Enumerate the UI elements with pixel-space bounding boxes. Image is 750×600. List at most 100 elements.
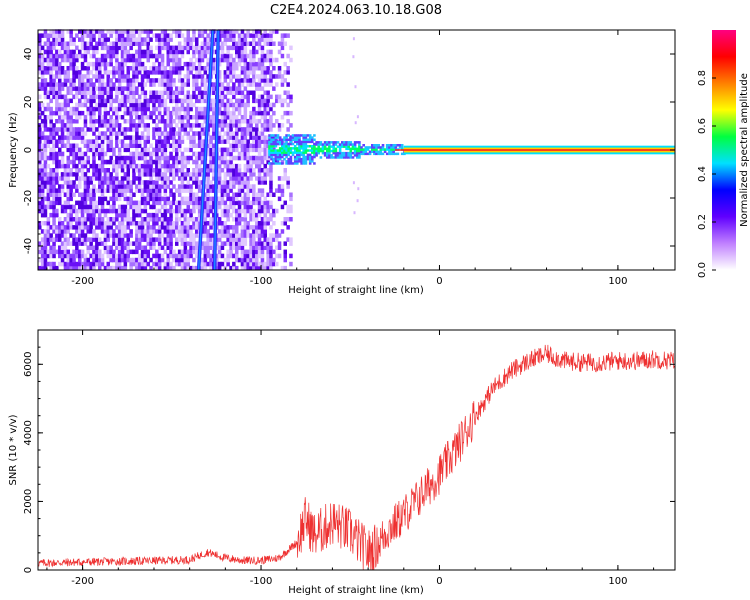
spectrogram-cell: [255, 98, 259, 104]
spectrogram-cell: [354, 121, 357, 125]
spectrogram-cell: [120, 184, 125, 189]
spectrogram-cell: [92, 115, 96, 120]
spectrogram-cell: [246, 163, 250, 169]
spectrogram-cell: [103, 131, 108, 136]
spectrogram-cell: [266, 37, 270, 42]
spectrogram-cell: [235, 147, 239, 153]
spectrogram-cell: [212, 168, 216, 173]
spectrogram-signal-cell: [371, 144, 374, 147]
spectrogram-cell: [166, 123, 170, 128]
spectrogram-cell: [257, 45, 262, 51]
spectrogram-cell: [80, 241, 85, 246]
spectrogram-signal-cell: [296, 149, 299, 152]
spectrogram-cell: [175, 261, 179, 267]
spectrogram-cell: [98, 184, 102, 189]
spectrogram-cell: [157, 61, 162, 67]
spectrogram-cell: [146, 37, 150, 42]
spectrogram-cell: [266, 106, 270, 112]
spectrogram-cell: [98, 115, 102, 120]
spectrogram-cell: [38, 82, 42, 87]
spectrogram-cell: [72, 57, 76, 63]
spectrogram-cell: [43, 66, 48, 71]
spectrogram-cell: [160, 90, 165, 95]
spectrogram-cell: [103, 90, 108, 95]
spectrogram-cell: [157, 143, 162, 148]
spectrogram-cell: [160, 233, 165, 238]
spectrogram-cell: [112, 184, 116, 189]
spectrogram-signal-cell: [298, 140, 301, 144]
spectrogram-cell: [135, 225, 139, 230]
spectrogram-cell: [140, 115, 145, 120]
spectrogram-cell: [240, 139, 245, 144]
spectrogram-cell: [120, 249, 125, 255]
spectrogram-cell: [126, 253, 130, 259]
spectrogram-cell: [92, 98, 96, 104]
spectrogram-cell: [280, 98, 285, 104]
spectrogram-cell: [206, 57, 210, 63]
spectrogram-cell: [232, 163, 236, 169]
spectrogram-cell: [75, 212, 79, 218]
spectrogram-cell: [255, 147, 259, 153]
spectrogram-cell: [255, 86, 259, 91]
spectrogram-cell: [126, 168, 130, 173]
spectrogram-cell: [52, 245, 56, 250]
spectrogram-cell: [149, 78, 153, 83]
spectrogram-cell: [137, 208, 142, 214]
spectrogram-cell: [272, 74, 276, 79]
spectrogram-cell: [98, 41, 102, 46]
spectrogram-cell: [246, 176, 250, 181]
spectrogram-signal-cell: [398, 144, 402, 147]
spectrogram-cell: [223, 229, 228, 234]
spectrogram-signal-cell: [328, 154, 331, 157]
spectrogram-cell: [69, 33, 73, 38]
spectrogram-cell: [183, 115, 188, 120]
spectrogram-cell: [223, 29, 228, 34]
spectrogram-cell: [89, 119, 93, 124]
spectrogram-cell: [183, 106, 188, 112]
spectrogram-cell: [126, 127, 130, 132]
spectrogram-cell: [92, 49, 96, 55]
spectrogram-cell: [117, 41, 122, 46]
spectrogram-cell: [146, 159, 150, 165]
spectrogram-cell: [160, 29, 165, 34]
spectrogram-signal-cell: [368, 146, 372, 149]
spectrogram-cell: [180, 196, 185, 202]
spectrogram-cell: [75, 66, 79, 71]
spectrogram-cell: [109, 233, 113, 238]
spectrogram-cell: [252, 249, 256, 255]
spectrogram-signal-cell: [364, 152, 368, 156]
spectrogram-cell: [49, 106, 53, 112]
spectrogram-cell: [49, 29, 53, 34]
spectrogram-cell: [43, 57, 48, 63]
spectrogram-signal-cell: [278, 153, 282, 157]
spectrogram-cell: [66, 70, 70, 75]
spectrogram-cell: [109, 249, 113, 255]
spectrogram-cell: [75, 188, 79, 193]
spectrogram-cell: [243, 78, 248, 83]
snr-x-tick-label: 0: [436, 576, 442, 587]
spectrogram-cell: [217, 147, 222, 153]
spectrogram-cell: [140, 237, 145, 242]
spectrogram-cell: [80, 82, 85, 87]
spectrogram-cell: [223, 151, 228, 157]
spectrogram-cell: [83, 115, 88, 120]
spectrogram-cell: [223, 163, 228, 169]
spectrogram-cell: [149, 265, 153, 271]
spectrogram-cell: [89, 98, 93, 104]
spectrogram-cell: [172, 53, 176, 59]
spectrogram-signal-cell: [358, 143, 361, 146]
spectrogram-cell: [160, 176, 165, 181]
spectrogram-cell: [155, 37, 159, 42]
spectrogram-cell: [246, 233, 250, 238]
spectrogram-cell: [86, 245, 90, 250]
spectrogram-cell: [266, 155, 270, 161]
spectrogram-cell: [157, 163, 162, 169]
spectrogram-cell: [98, 78, 102, 83]
spectrogram-signal-cell: [323, 145, 327, 148]
spectrogram-cell: [169, 265, 173, 271]
spectrogram-cell: [235, 106, 239, 112]
spectrogram-cell: [215, 253, 219, 259]
spectrogram-cell: [200, 159, 205, 165]
spectrogram-cell: [132, 41, 136, 46]
spectrogram-cell: [40, 257, 45, 263]
